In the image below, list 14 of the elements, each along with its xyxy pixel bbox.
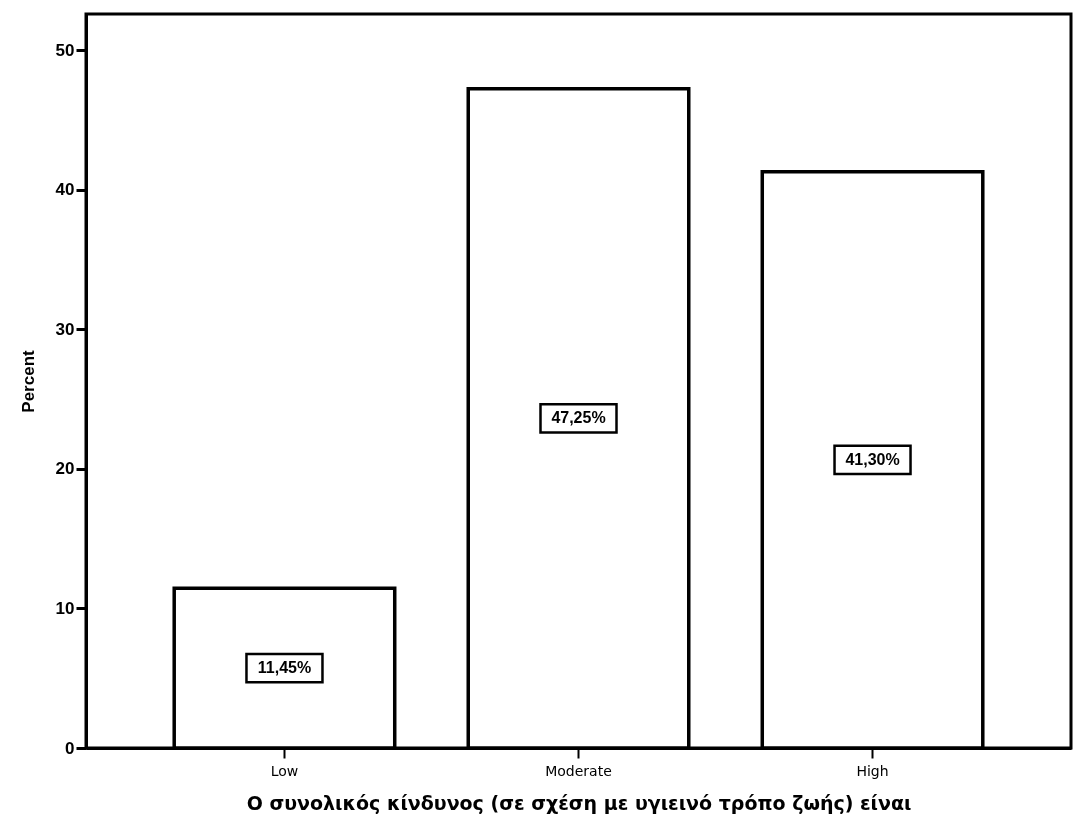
y-tick-label: 0 (65, 738, 75, 758)
data-label: 47,25% (551, 409, 606, 427)
x-tick-label: Low (270, 762, 299, 779)
y-tick-label: 40 (55, 180, 75, 200)
x-tick-label: Moderate (545, 762, 612, 779)
y-tick-label: 10 (55, 598, 75, 618)
y-tick-label: 30 (55, 319, 75, 339)
data-label: 41,30% (845, 450, 900, 468)
x-tick-label: High (856, 762, 889, 779)
y-tick-label: 20 (55, 459, 75, 479)
y-tick-label: 50 (55, 40, 75, 60)
data-label: 11,45% (257, 659, 312, 677)
x-axis-title: Ο συνολικός κίνδυνος (σε σχέση με υγιεινό τρόπο ζωής) είναι (246, 791, 912, 814)
y-axis-title: Percent (18, 349, 38, 413)
